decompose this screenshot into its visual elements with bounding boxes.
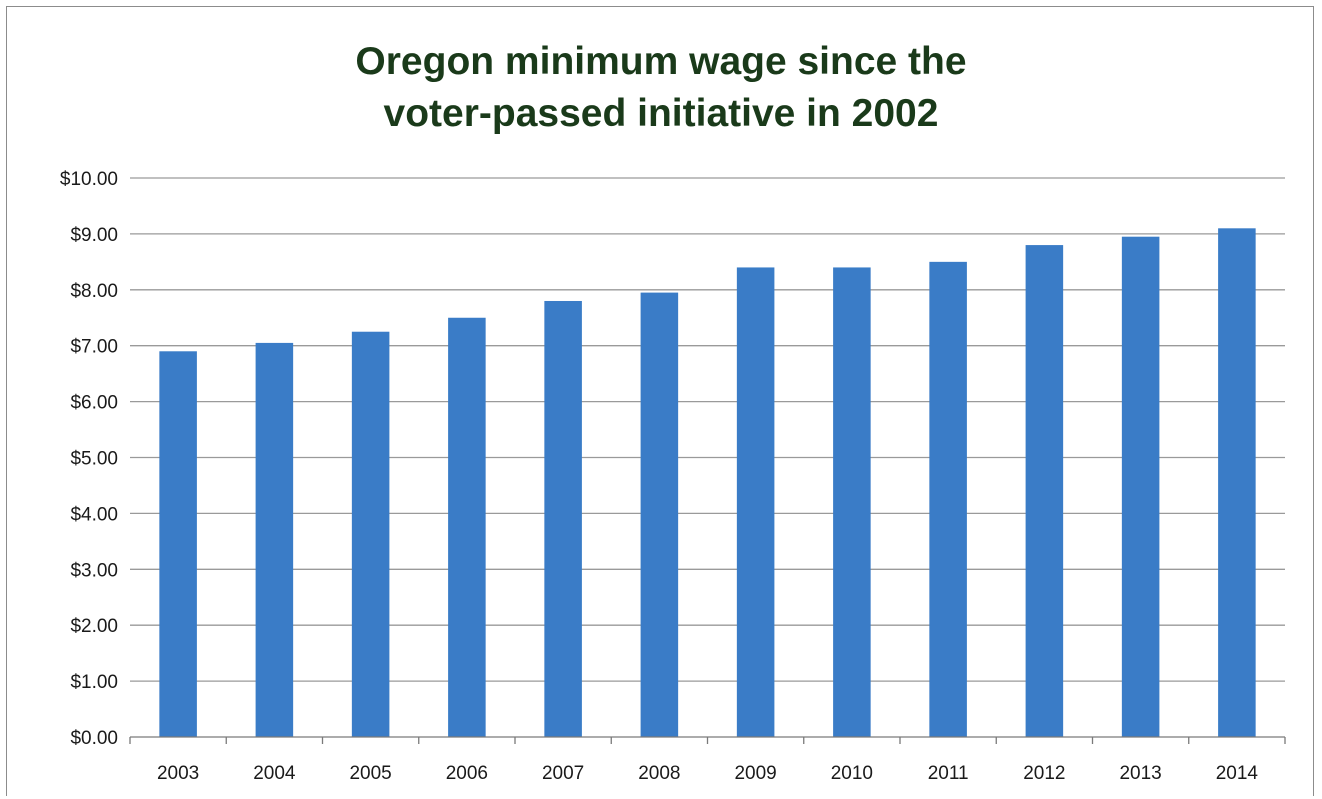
bars	[159, 228, 1256, 737]
x-tick-label: 2011	[928, 763, 969, 784]
x-tick-label: 2006	[446, 763, 488, 784]
bar	[255, 342, 294, 737]
y-tick-label: $1.00	[70, 672, 118, 693]
y-tick-label: $5.00	[70, 449, 118, 470]
bar	[448, 317, 486, 737]
bar	[544, 300, 582, 737]
x-tick-label: 2014	[1216, 763, 1259, 784]
x-tick-label: 2008	[638, 763, 680, 784]
y-tick-label: $4.00	[70, 504, 118, 525]
chart-title: Oregon minimum wage since the voter-pass…	[0, 36, 1322, 140]
y-axis-tick-labels: $0.00 $1.00 $2.00 $3.00 $4.00 $5.00 $6.00 $7.00…	[60, 169, 118, 749]
bar	[833, 267, 871, 737]
x-tick-label: 2012	[1023, 763, 1065, 784]
bar	[351, 331, 390, 737]
y-tick-label: $3.00	[70, 560, 118, 581]
chart-title-line-1: Oregon minimum wage since the	[355, 40, 967, 83]
bar	[736, 267, 775, 737]
y-tick-label: $9.00	[70, 225, 118, 246]
bar	[640, 292, 679, 737]
bar	[159, 351, 197, 737]
x-tick-label: 2013	[1119, 763, 1161, 784]
gridlines	[130, 177, 1285, 682]
x-tick-label: 2003	[157, 763, 199, 784]
bar	[1121, 236, 1160, 737]
x-axis	[129, 736, 1286, 744]
y-tick-label: $2.00	[70, 616, 118, 637]
y-tick-label: $0.00	[70, 728, 118, 749]
x-tick-label: 2009	[734, 763, 776, 784]
chart-title-line-2: voter-passed initiative in 2002	[383, 92, 939, 135]
x-tick-label: 2004	[253, 763, 296, 784]
x-tick-label: 2005	[349, 763, 391, 784]
y-tick-label: $6.00	[70, 393, 118, 414]
x-tick-label: 2007	[542, 763, 584, 784]
x-axis-tick-labels: 2003 2004 2005 2006 2007 2008 2009 2010 2011 2012…	[157, 763, 1258, 784]
bar	[1025, 245, 1064, 737]
y-tick-label: $7.00	[70, 337, 118, 358]
y-tick-label: $10.00	[60, 169, 118, 190]
bar	[929, 261, 967, 737]
x-tick-label: 2010	[831, 763, 873, 784]
y-tick-label: $8.00	[70, 281, 118, 302]
bar	[1218, 228, 1256, 737]
